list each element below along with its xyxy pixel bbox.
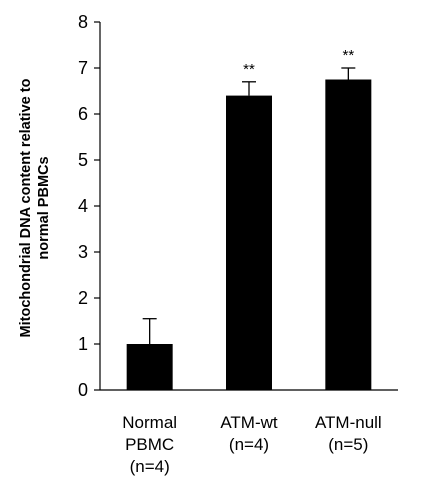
bar [226,95,272,390]
bars [126,67,372,390]
y-tick-label: 2 [78,288,88,308]
y-tick-label: 3 [78,242,88,262]
x-category-label: (n=4) [229,435,269,454]
x-category-label: (n=4) [130,457,170,476]
x-category-label: PBMC [125,435,174,454]
bar [325,79,372,390]
x-category-label: ATM-wt [220,413,278,432]
y-axis-label-line-1: Mitochondrial DNA content relative to [18,78,34,337]
y-tick-label: 8 [78,12,88,32]
labels: Normal PBMC (n=4) ** ATM-wt (n=4) ** ATM-null (n… [122,47,381,476]
y-tick-label: 0 [78,380,88,400]
x-category-label: (n=5) [328,435,368,454]
x-category-label: ATM-null [315,413,382,432]
significance-label: ** [342,47,354,64]
y-tick-label: 7 [78,58,88,78]
bar [126,344,173,390]
y-tick-label: 5 [78,150,88,170]
y-tick-label: 1 [78,334,88,354]
y-tick-label: 4 [78,196,88,216]
y-tick-label: 6 [78,104,88,124]
y-axis-label: Mitochondrial DNA content relative to no… [18,78,52,337]
y-axis-label-line-2: normal PBMCs [36,156,52,259]
significance-label: ** [243,61,255,78]
x-category-label: Normal [122,413,177,432]
